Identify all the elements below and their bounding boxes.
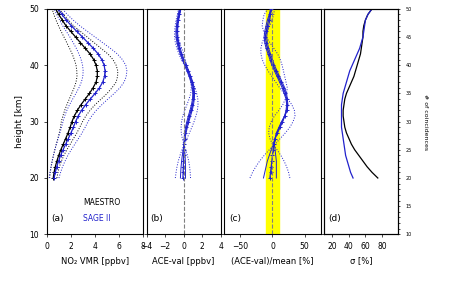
Text: (a): (a) (51, 214, 64, 223)
Text: MAESTRO: MAESTRO (83, 198, 121, 207)
X-axis label: σ [%]: σ [%] (350, 257, 372, 265)
Bar (266, 9, 279, 234)
Text: SAGE II: SAGE II (83, 214, 111, 223)
Y-axis label: height [km]: height [km] (14, 95, 24, 148)
Text: (c): (c) (229, 214, 241, 223)
Y-axis label: # of coincidences: # of coincidences (423, 93, 428, 150)
Text: (b): (b) (150, 214, 163, 223)
X-axis label: NO₂ VMR [ppbv]: NO₂ VMR [ppbv] (61, 257, 129, 265)
X-axis label: (ACE-val)/mean [%]: (ACE-val)/mean [%] (231, 257, 314, 265)
Text: (d): (d) (328, 214, 341, 223)
X-axis label: ACE-val [ppbv]: ACE-val [ppbv] (152, 257, 215, 265)
